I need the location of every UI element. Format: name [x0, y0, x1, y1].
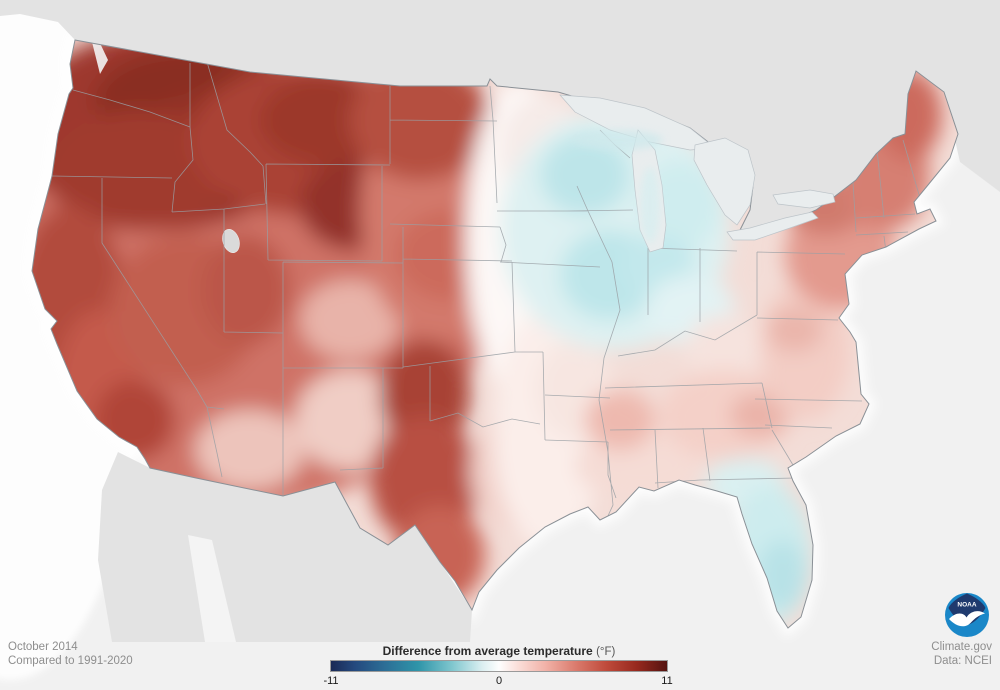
legend-title: Difference from average temperature (°F) — [383, 644, 616, 658]
lake-erie — [726, 211, 819, 241]
noaa-logo-text: NOAA — [957, 602, 976, 609]
legend-unit: (°F) — [596, 646, 616, 658]
map-baseline: Compared to 1991-2020 — [8, 655, 133, 667]
anomaly-blob-wisconsin-core — [540, 135, 630, 215]
legend-tick-min: -11 — [323, 675, 339, 687]
lake-ontario — [772, 189, 836, 209]
anomaly-blob-arizona-light — [195, 410, 305, 490]
anomaly-blob-southeast-pink — [660, 370, 790, 460]
noaa-logo: NOAA — [945, 593, 989, 637]
legend-tick-max: 11 — [661, 675, 673, 687]
legend-title-text: Difference from average temperature — [382, 644, 593, 658]
lake-shore-tint — [573, 130, 663, 243]
map-date-caption: October 2014 Compared to 1991-2020 — [8, 640, 133, 668]
credit-data-source: Data: NCEI — [933, 655, 992, 667]
anomaly-blob-ohio-valley-light — [685, 315, 765, 385]
anomaly-blob-utah — [200, 235, 290, 345]
legend-colorbar — [330, 660, 668, 672]
map-credits: Climate.gov Data: NCEI — [931, 640, 992, 668]
anomaly-blob-colorado-light — [300, 280, 400, 360]
noaa-logo-gull — [949, 611, 985, 627]
gulf-of-california — [188, 535, 236, 642]
puget-sound — [92, 41, 108, 74]
map-period: October 2014 — [8, 641, 78, 653]
canada-landmass — [0, 0, 1000, 230]
credit-site: Climate.gov — [931, 641, 992, 653]
anomaly-blob-virginia-spot — [767, 308, 823, 352]
mexico-landmass — [98, 452, 472, 642]
anomaly-blob-new-mexico-light — [295, 370, 405, 470]
legend-tick-zero: 0 — [495, 675, 503, 687]
lake-huron — [693, 137, 756, 226]
great-salt-lake — [222, 229, 240, 253]
anomaly-blob-carolina-spot — [730, 393, 790, 437]
anomaly-blob-oregon-core — [50, 110, 230, 230]
anomaly-blob-mississippi-spot — [585, 390, 655, 450]
